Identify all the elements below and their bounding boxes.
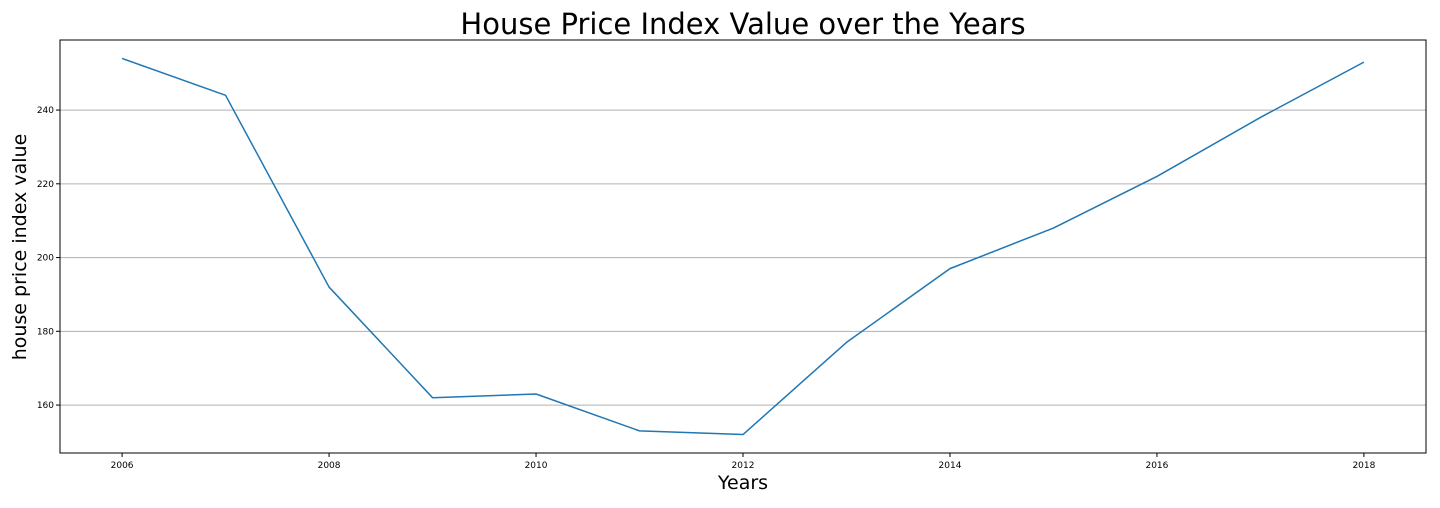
series-layer	[122, 58, 1364, 434]
grid-lines	[60, 110, 1426, 405]
chart-title: House Price Index Value over the Years	[460, 7, 1025, 41]
x-tick-label-2012: 2012	[732, 461, 755, 471]
x-axis-label: Years	[717, 472, 768, 494]
x-tick-label-2016: 2016	[1145, 461, 1168, 471]
axes-frame	[60, 40, 1426, 453]
y-tick-label-200: 200	[37, 254, 54, 264]
x-tick-label-2006: 2006	[111, 461, 134, 471]
y-tick-label-220: 220	[37, 180, 54, 190]
x-tick-label-2018: 2018	[1352, 461, 1375, 471]
x-tick-label-2008: 2008	[318, 461, 341, 471]
y-axis-ticks: 160 180 200 220 240	[37, 106, 60, 411]
y-axis-label: house price index value	[9, 134, 31, 361]
plot-frame	[60, 40, 1426, 453]
y-tick-label-240: 240	[37, 106, 54, 116]
x-tick-label-2010: 2010	[525, 461, 548, 471]
y-tick-label-160: 160	[37, 401, 54, 411]
x-axis-ticks: 2006 2008 2010 2012 2014 2016 2018	[111, 453, 1376, 471]
x-tick-label-2014: 2014	[939, 461, 962, 471]
y-tick-label-180: 180	[37, 327, 54, 337]
series-line-0	[122, 58, 1364, 434]
